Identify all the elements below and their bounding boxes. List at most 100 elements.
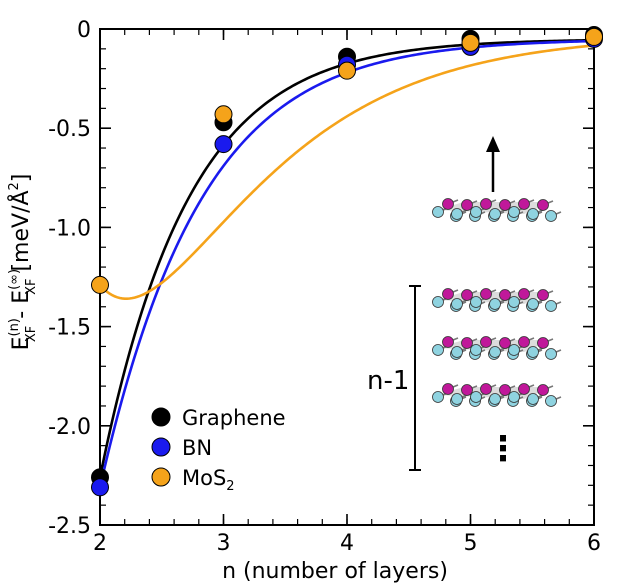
ylabel-unit-close: ] [9, 174, 34, 183]
y-tick-label--2.5: -2.5 [48, 514, 91, 539]
annotation: n-1 ⋮ [367, 136, 520, 471]
mo-atom [461, 199, 473, 211]
ylabel-e1: E [9, 337, 34, 351]
s-atom [545, 210, 557, 222]
x-tick-label-6: 6 [587, 531, 601, 556]
mo-atom [499, 289, 511, 301]
legend-marker-bn [151, 437, 171, 457]
mo-atom [442, 383, 454, 395]
s-atom [432, 391, 444, 403]
legend: Graphene BN MoS2 [151, 406, 286, 494]
s-atom [508, 296, 520, 308]
mo-atom [518, 288, 530, 300]
layer-arrowhead [486, 136, 500, 152]
legend-label-bn: BN [182, 436, 212, 460]
ylabel-unit-sup: 2 [7, 182, 22, 190]
point-mos-6 [585, 27, 603, 46]
point-mos-2 [91, 275, 109, 294]
s-atom [432, 296, 444, 308]
s-atom [432, 344, 444, 356]
y-tick-label--1.0: -1.0 [48, 216, 91, 241]
mo-atom [499, 199, 511, 211]
legend-label-mos2-sub: 2 [226, 479, 234, 494]
mo-atom [461, 384, 473, 396]
mo-atom [442, 336, 454, 348]
x-axis-label: n (number of layers) [222, 559, 448, 584]
legend-marker-graphene [151, 407, 171, 427]
s-atom [451, 346, 463, 358]
series [91, 25, 603, 497]
s-atom [451, 393, 463, 405]
point-mos-4 [338, 61, 356, 80]
y-tick-label--1.5: -1.5 [48, 316, 91, 341]
x-tick-label-3: 3 [217, 531, 231, 556]
layer-illustration [432, 198, 562, 407]
point-mos-5 [461, 33, 480, 52]
mo-atom [442, 288, 454, 300]
legend-label-graphene: Graphene [182, 406, 286, 430]
ellipsis: ⋮ [486, 429, 520, 469]
ylabel-sub2: XF [24, 279, 39, 295]
legend-label-mos2: MoS2 [182, 466, 235, 494]
top-layer [432, 198, 562, 222]
mo-atom [537, 289, 549, 301]
s-atom [545, 348, 557, 360]
s-atom [489, 346, 501, 358]
s-atom [432, 206, 444, 218]
point-mos-3 [214, 105, 233, 124]
ylabel-sub1: XF [24, 326, 39, 342]
y-tick-label-0: 0 [77, 18, 91, 43]
stack-layer-1 [432, 288, 562, 312]
mo-atom [518, 383, 530, 395]
s-atom [527, 346, 539, 358]
fit-curve-mos [99, 44, 595, 300]
mo-atom [537, 384, 549, 396]
s-atom [470, 296, 482, 308]
n-minus-1-label: n-1 [367, 366, 409, 396]
layer-bracket [409, 285, 421, 471]
s-atom [508, 391, 520, 403]
y-tick-label--0.5: -0.5 [48, 117, 91, 142]
mo-atom [480, 288, 492, 300]
s-atom [489, 208, 501, 220]
mo-atom [461, 289, 473, 301]
point-bn-3 [214, 135, 233, 154]
ticks: 2 3 4 5 6 0 -0.5 -1.0 -1.5 -2.0 -2.5 [48, 18, 601, 556]
stack-layer-3 [432, 383, 562, 407]
point-bn-2 [91, 478, 109, 497]
s-atom [545, 395, 557, 407]
svg-text:E(n)XF - E(∞)XF [meV/Å2]: E(n) XF - E(∞) XF [meV/Å2] [7, 174, 39, 351]
mo-atom [442, 198, 454, 210]
ylabel-sup1: (n) [7, 318, 22, 336]
s-atom [527, 298, 539, 310]
s-atom [489, 298, 501, 310]
x-tick-label-2: 2 [93, 531, 107, 556]
s-atom [470, 344, 482, 356]
mo-atom [480, 383, 492, 395]
s-atom [451, 298, 463, 310]
mo-atom [461, 337, 473, 349]
ylabel-sup2: (∞) [7, 269, 22, 290]
s-atom [489, 393, 501, 405]
fit-curve-graphene [98, 38, 595, 478]
s-atom [451, 208, 463, 220]
mo-atom [518, 336, 530, 348]
s-atom [545, 300, 557, 312]
s-atom [470, 391, 482, 403]
mo-atom [537, 337, 549, 349]
s-atom [470, 206, 482, 218]
ylabel-sep: - E [9, 290, 34, 326]
x-tick-label-5: 5 [464, 531, 478, 556]
legend-label-mos2-main: MoS [182, 466, 226, 490]
s-atom [508, 344, 520, 356]
mo-atom [480, 198, 492, 210]
mo-atom [499, 384, 511, 396]
mo-atom [499, 337, 511, 349]
fit-curve-bn [98, 39, 595, 488]
stack-layer-2 [432, 336, 562, 360]
s-atom [527, 208, 539, 220]
x-tick-label-4: 4 [340, 531, 354, 556]
mo-atom [537, 199, 549, 211]
ylabel-unit-open: [meV/Å [7, 190, 34, 278]
